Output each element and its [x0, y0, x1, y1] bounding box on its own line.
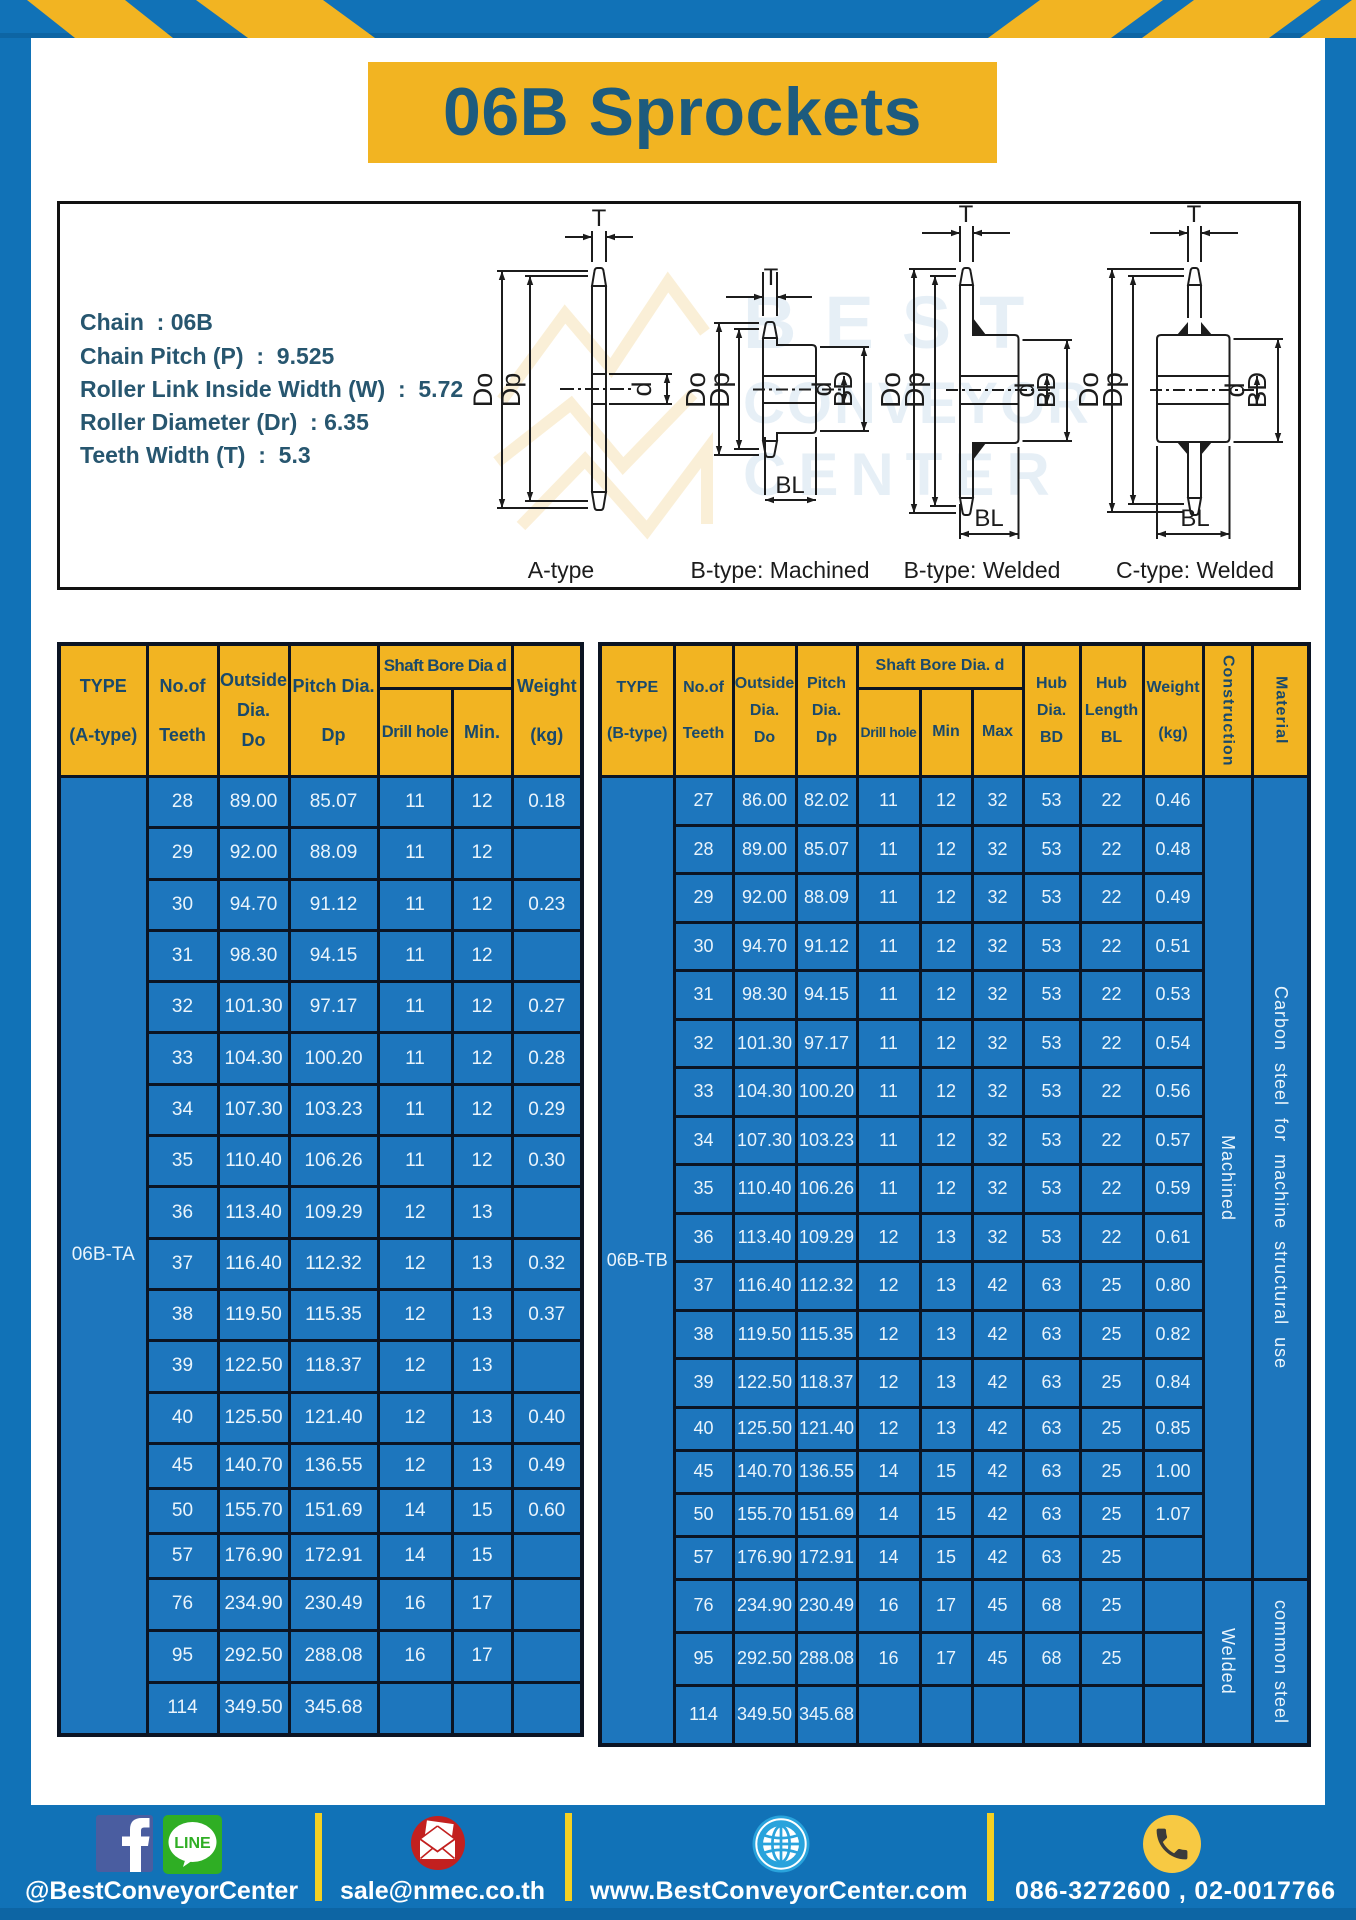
svg-text:Do: Do — [1073, 372, 1104, 408]
svg-text:T: T — [764, 264, 779, 291]
svg-text:Do: Do — [680, 372, 711, 408]
svg-text:d: d — [1220, 382, 1250, 397]
svg-text:BL: BL — [775, 472, 804, 499]
svg-text:BL: BL — [1180, 505, 1209, 532]
svg-text:Do: Do — [468, 373, 498, 408]
svg-text:Dp: Dp — [899, 372, 930, 408]
svg-text:d: d — [627, 381, 657, 396]
svg-text:d: d — [807, 381, 837, 396]
svg-text:BL: BL — [974, 505, 1003, 532]
svg-text:B-type: Welded: B-type: Welded — [904, 557, 1061, 583]
svg-text:Dp: Dp — [1097, 372, 1128, 408]
svg-text:A-type: A-type — [528, 557, 594, 583]
svg-text:Dp: Dp — [496, 373, 526, 408]
svg-text:LINE: LINE — [174, 1835, 211, 1852]
svg-text:C-type: Welded: C-type: Welded — [1116, 557, 1274, 583]
svg-text:CENTER: CENTER — [743, 441, 1062, 508]
svg-text:BEST: BEST — [743, 281, 1052, 364]
svg-text:d: d — [1010, 382, 1040, 397]
svg-text:Do: Do — [875, 372, 906, 408]
svg-text:T: T — [592, 205, 607, 232]
svg-text:B-type: Machined: B-type: Machined — [691, 557, 870, 583]
svg-text:Dp: Dp — [704, 372, 735, 408]
svg-text:T: T — [959, 204, 974, 228]
svg-text:T: T — [1187, 204, 1202, 228]
